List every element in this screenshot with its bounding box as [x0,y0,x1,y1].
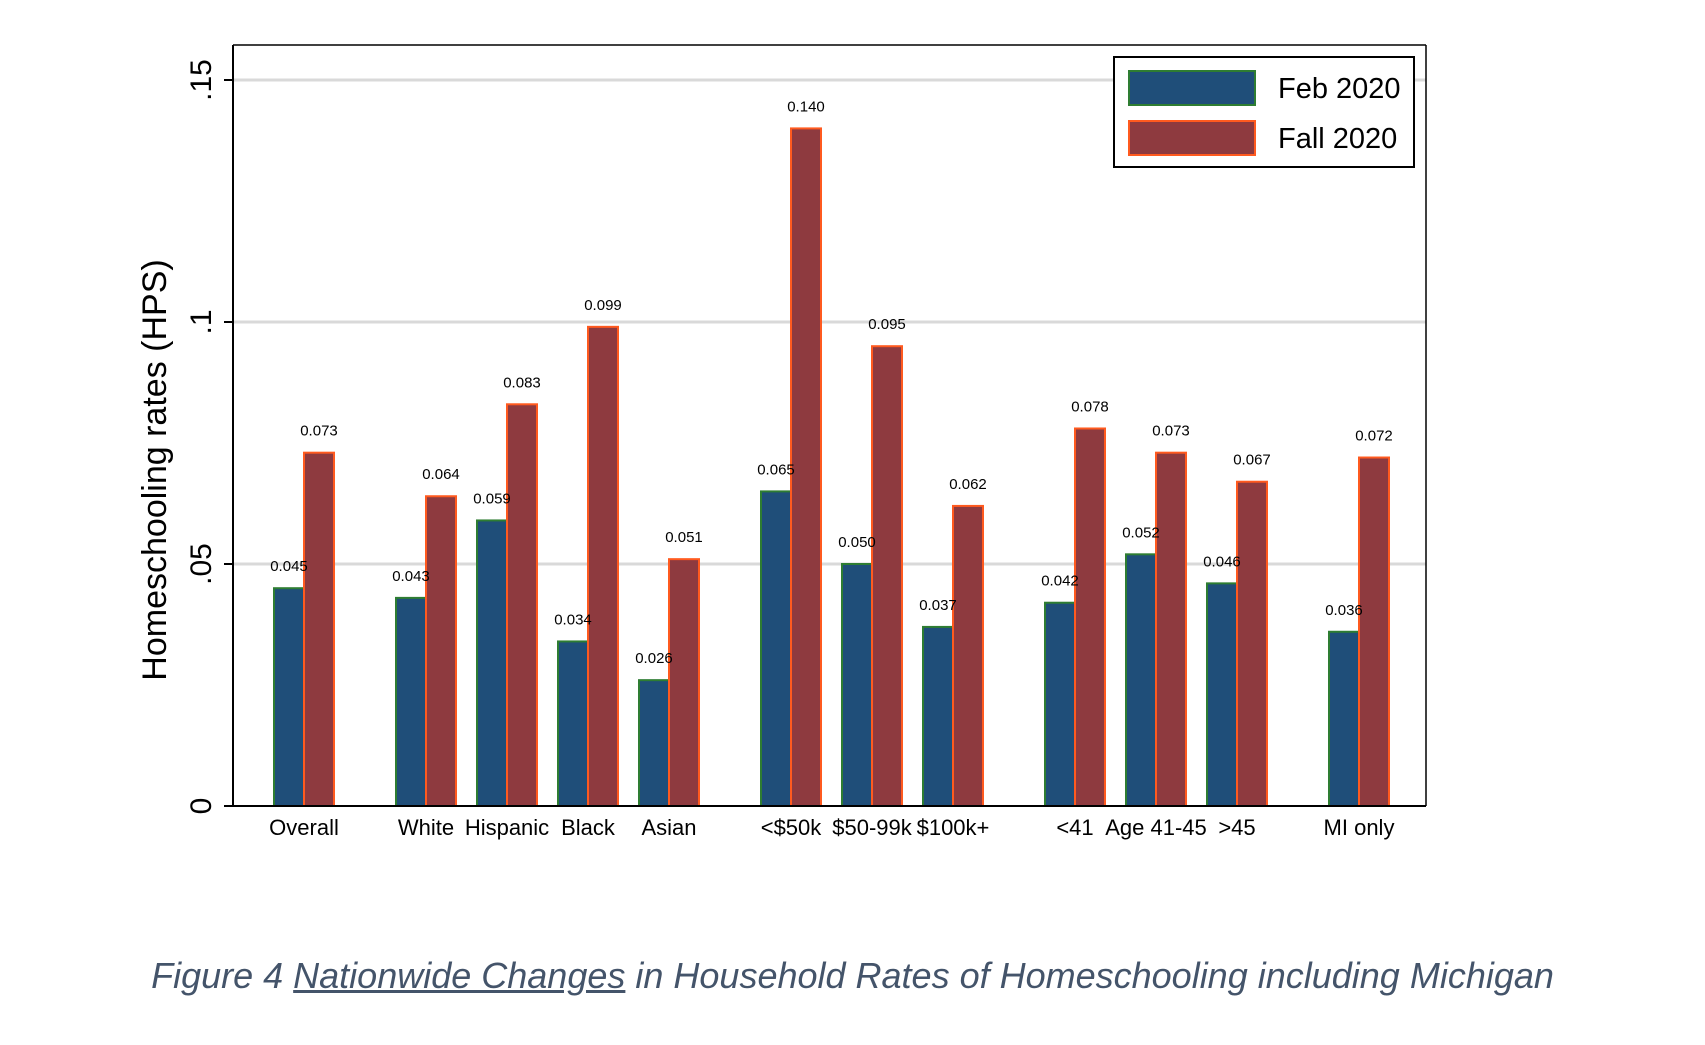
bar-fall-2020 [952,504,984,807]
category-label: Hispanic [465,815,549,840]
data-label: 0.072 [1355,428,1393,445]
bar-feb-2020 [476,519,508,807]
legend: Feb 2020 Fall 2020 [1113,56,1415,168]
category-label: $100k+ [917,815,990,840]
legend-label: Feb 2020 [1278,73,1401,105]
bar-feb-2020 [1044,601,1076,807]
data-label: 0.083 [503,374,541,391]
data-label: 0.140 [787,98,825,115]
data-label: 0.045 [270,558,308,575]
bar-fall-2020 [790,127,822,807]
bar-fall-2020 [668,558,700,807]
bar-feb-2020 [395,596,427,807]
category-label: <$50k [761,815,823,840]
data-labels: 0.045 0.073 0.043 0.064 0.059 0.083 0.034 0.099… [270,98,1393,667]
bar-feb-2020 [1125,553,1157,807]
data-label: 0.064 [422,466,460,483]
bar-feb-2020 [760,490,792,807]
data-label: 0.050 [838,534,876,551]
data-label: 0.036 [1325,602,1363,619]
category-labels: Overall White Hispanic Black Asian <$50k $50-9… [269,815,1394,840]
y-tick-label: .1 [185,309,218,334]
category-label: Black [561,815,616,840]
bar-fall-2020 [871,345,903,807]
bar-fall-2020 [425,495,457,807]
data-label: 0.043 [392,568,430,585]
data-label: 0.067 [1233,452,1271,469]
caption-underlined: Nationwide Changes [293,955,626,996]
category-label: MI only [1324,815,1395,840]
data-label: 0.078 [1071,398,1109,415]
category-label: White [398,815,454,840]
bar-feb-2020 [273,587,305,808]
bar-feb-2020 [1206,582,1238,807]
category-label: $50-99k [832,815,913,840]
y-axis-label: Homeschooling rates (HPS) [136,259,174,680]
bar-feb-2020 [1328,630,1360,808]
bar-fall-2020 [303,451,335,807]
data-label: 0.095 [868,316,906,333]
legend-swatch [1128,120,1256,156]
legend-label: Fall 2020 [1278,123,1397,155]
bar-fall-2020 [506,403,538,807]
caption-prefix: Figure 4 [151,955,294,996]
bar-feb-2020 [841,563,873,807]
data-label: 0.034 [554,611,592,628]
bars [273,127,1390,808]
category-label: Age 41-45 [1105,815,1207,840]
data-label: 0.059 [473,490,511,507]
y-tick-label: .15 [185,59,218,101]
axes: 0 .05 .1 .15 [185,44,1427,815]
category-label: <41 [1056,815,1093,840]
data-label: 0.073 [1152,423,1190,440]
data-label: 0.026 [635,650,673,667]
bar-fall-2020 [1358,456,1390,807]
bar-chart: 0.045 0.073 0.043 0.064 0.059 0.083 0.034 0.099… [136,44,1427,840]
bar-fall-2020 [1236,480,1268,807]
bar-fall-2020 [587,325,619,807]
category-label: Overall [269,815,339,840]
bar-feb-2020 [638,679,670,807]
figure-caption: Figure 4 Nationwide Changes in Household… [0,955,1705,997]
caption-suffix: in Household Rates of Homeschooling incl… [625,955,1554,996]
bar-fall-2020 [1155,451,1187,807]
data-label: 0.099 [584,297,622,314]
y-tick-label: .05 [185,543,218,585]
data-label: 0.046 [1203,553,1241,570]
category-label: Asian [641,815,696,840]
data-label: 0.073 [300,423,338,440]
bar-feb-2020 [922,625,954,807]
data-label: 0.042 [1041,573,1079,590]
category-label: >45 [1218,815,1255,840]
data-label: 0.062 [949,476,987,493]
data-label: 0.065 [757,461,795,478]
data-label: 0.037 [919,597,957,614]
data-label: 0.051 [665,529,703,546]
y-tick-label: 0 [185,798,218,815]
legend-swatch [1128,70,1256,106]
bar-fall-2020 [1074,427,1106,807]
data-label: 0.052 [1122,524,1160,541]
bar-feb-2020 [557,640,589,807]
